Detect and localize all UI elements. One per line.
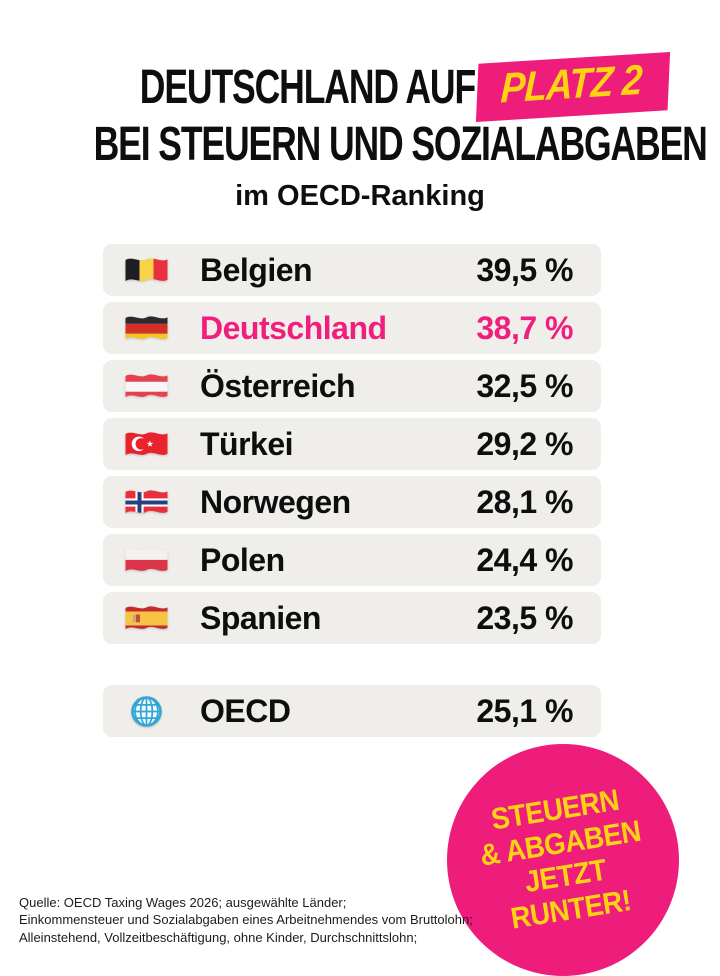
title-text: DEUTSCHLAND AUF [140, 60, 476, 114]
campaign-sticker: STEUERN & ABGABEN JETZT RUNTER! [447, 744, 679, 976]
percent-value: 29,2 % [476, 425, 573, 462]
percent-value: 23,5 % [476, 599, 573, 636]
oecd-summary: OECD 25,1 % [103, 685, 601, 737]
percent-value: 24,4 % [476, 541, 573, 578]
country-label: Spanien [200, 599, 321, 636]
country-label: Türkei [200, 425, 294, 462]
subtitle: im OECD-Ranking [235, 180, 485, 212]
source-line: Quelle: OECD Taxing Wages 2026; ausgewäh… [19, 895, 347, 910]
ranking-row: Türkei 29,2 % [103, 418, 601, 470]
belgium-flag-icon [123, 253, 170, 288]
source-line: Einkommensteuer und Sozialabgaben eines … [19, 912, 473, 928]
ranking-list: Belgien 39,5 % Deutschland 38,7 % Österr… [103, 244, 601, 644]
title-line-1: DEUTSCHLAND AUF PLATZ 2 [0, 52, 706, 122]
header: DEUTSCHLAND AUF PLATZ 2 BEI STEUERN UND S… [0, 0, 720, 213]
country-label: Polen [200, 541, 285, 578]
country-label: Norwegen [200, 483, 351, 520]
title-line-2: BEI STEUERN UND SOZIALABGABEN [93, 118, 708, 171]
source-note: Quelle: OECD Taxing Wages 2026; ausgewäh… [19, 894, 473, 946]
country-label: Belgien [200, 251, 313, 288]
source-line: Alleinstehend, Vollzeitbeschäftigung, oh… [19, 929, 418, 945]
norway-flag-icon [123, 485, 170, 520]
country-label: Deutschland [200, 309, 387, 346]
poland-flag-icon [123, 543, 170, 578]
ranking-row: OECD 25,1 % [103, 685, 601, 737]
country-label: Österreich [200, 367, 356, 404]
ranking-row: Österreich 32,5 % [103, 360, 601, 412]
turkey-flag-icon [123, 427, 170, 462]
ranking-row: Spanien 23,5 % [103, 592, 601, 644]
ranking-row: Polen 24,4 % [103, 534, 601, 586]
ranking-row: Belgien 39,5 % [103, 244, 601, 296]
percent-value: 25,1 % [476, 692, 573, 729]
campaign-sticker-text: STEUERN & ABGABEN JETZT RUNTER! [472, 781, 653, 939]
globe-icon [123, 694, 170, 729]
ranking-row: Norwegen 28,1 % [103, 476, 601, 528]
platz-2-badge: PLATZ 2 [476, 52, 671, 122]
percent-value: 39,5 % [476, 251, 573, 288]
percent-value: 28,1 % [476, 483, 573, 520]
spain-flag-icon [123, 601, 170, 636]
percent-value: 32,5 % [476, 367, 573, 404]
ranking-row: Deutschland 38,7 % [103, 302, 601, 354]
platz-2-badge-label: PLATZ 2 [500, 55, 644, 112]
country-label: OECD [200, 692, 291, 729]
percent-value: 38,7 % [476, 309, 573, 346]
austria-flag-icon [123, 369, 170, 404]
germany-flag-icon [123, 311, 170, 346]
